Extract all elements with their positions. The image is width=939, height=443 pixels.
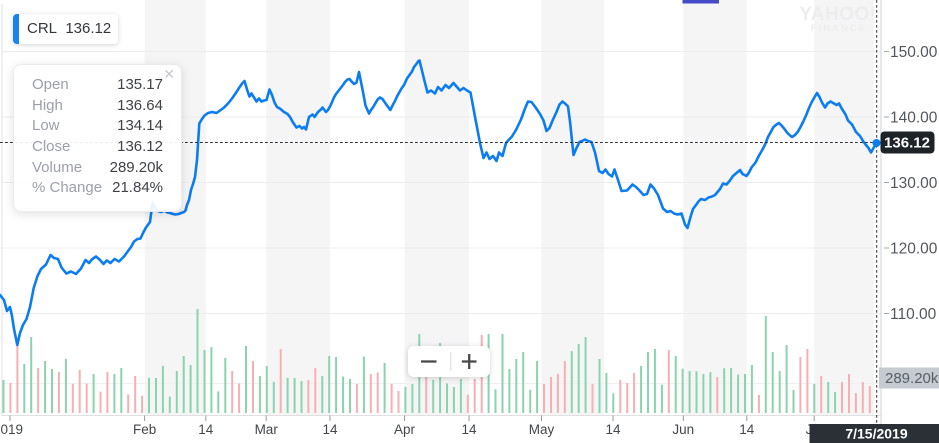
- svg-text:Feb: Feb: [133, 422, 156, 437]
- svg-text:289.20k: 289.20k: [885, 370, 939, 387]
- svg-text:136.12: 136.12: [884, 135, 930, 152]
- svg-text:110.00: 110.00: [890, 306, 937, 323]
- svg-text:YAHOO!: YAHOO!: [799, 4, 876, 25]
- svg-text:14: 14: [605, 422, 621, 437]
- svg-text:14: 14: [739, 422, 755, 437]
- svg-text:14: 14: [461, 422, 477, 437]
- svg-text:7/15/2019: 7/15/2019: [845, 426, 907, 442]
- svg-text:130.00: 130.00: [890, 175, 938, 192]
- svg-text:Jun: Jun: [672, 422, 694, 437]
- svg-text:140.00: 140.00: [890, 110, 938, 127]
- svg-text:14: 14: [322, 422, 338, 437]
- svg-text:FINANCE: FINANCE: [811, 23, 867, 34]
- svg-text:Apr: Apr: [394, 422, 416, 437]
- svg-text:Mar: Mar: [255, 422, 279, 437]
- svg-text:May: May: [529, 422, 555, 437]
- svg-text:150.00: 150.00: [890, 44, 938, 61]
- svg-text:120.00: 120.00: [890, 241, 938, 258]
- svg-text:2019: 2019: [0, 422, 23, 437]
- svg-text:14: 14: [198, 422, 214, 437]
